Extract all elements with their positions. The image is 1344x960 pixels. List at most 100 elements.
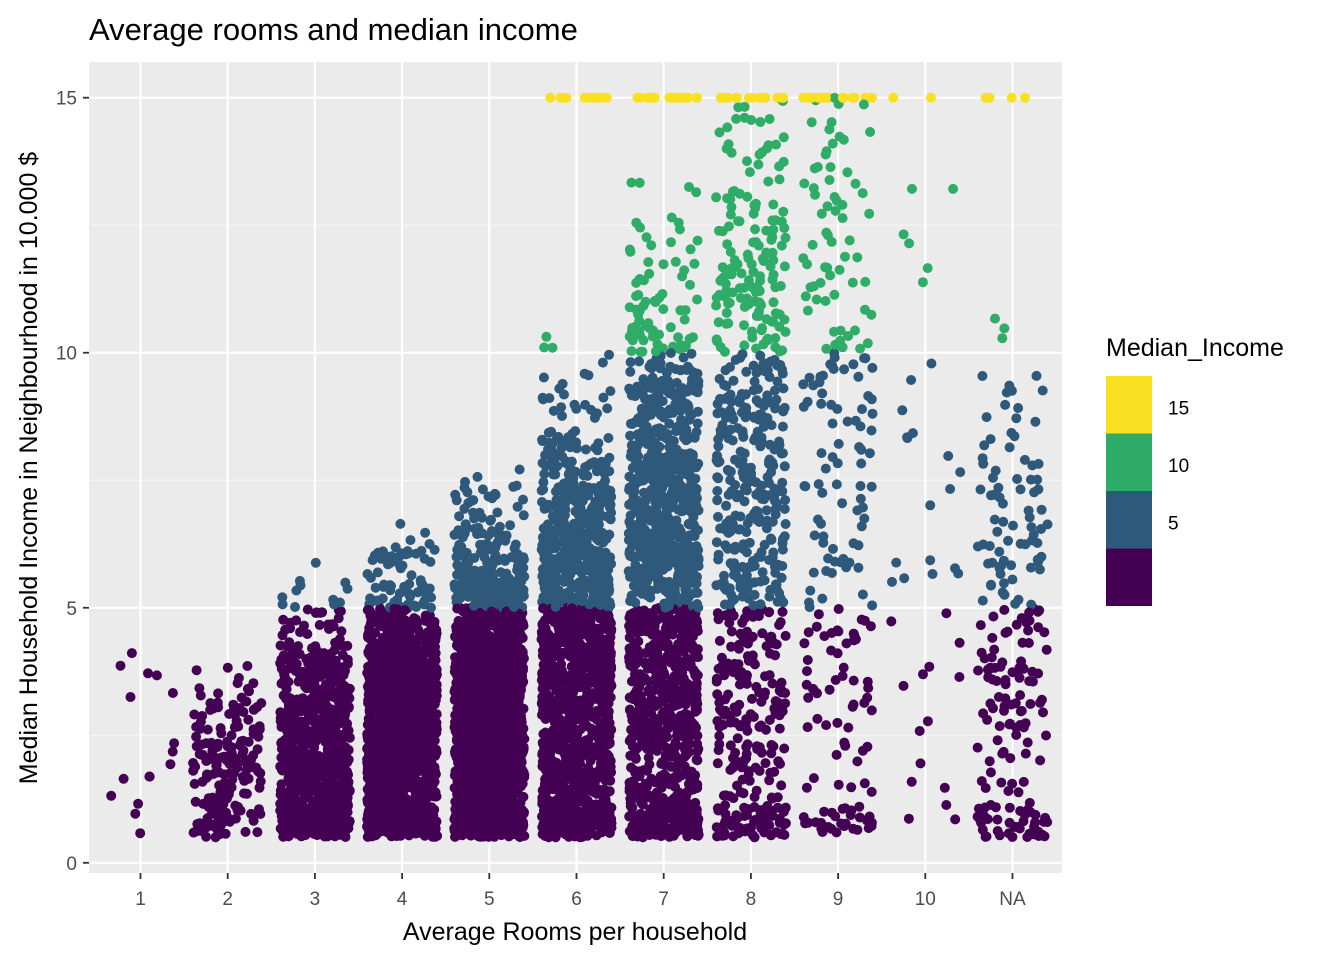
- data-point: [378, 581, 389, 592]
- data-point: [363, 746, 374, 757]
- data-point: [472, 671, 483, 681]
- data-point: [224, 758, 235, 769]
- data-point: [424, 739, 435, 750]
- data-point: [431, 717, 442, 728]
- data-point: [488, 587, 499, 598]
- data-point: [364, 767, 375, 778]
- data-point: [396, 619, 407, 630]
- data-point: [302, 604, 313, 615]
- data-point: [454, 826, 465, 837]
- data-point: [165, 759, 176, 770]
- data-point: [420, 588, 431, 599]
- data-point: [459, 795, 470, 806]
- data-point: [379, 679, 390, 689]
- data-point: [415, 801, 425, 812]
- data-point: [315, 754, 326, 765]
- data-point: [302, 772, 313, 783]
- data-point: [458, 606, 469, 617]
- data-point: [460, 692, 471, 703]
- data-point: [455, 759, 466, 770]
- data-point: [392, 594, 403, 605]
- data-point: [325, 649, 335, 660]
- data-point: [598, 392, 609, 403]
- data-point: [169, 738, 180, 749]
- data-point: [288, 805, 299, 816]
- data-point: [125, 692, 136, 702]
- data-point: [588, 92, 599, 103]
- data-point: [500, 594, 511, 605]
- data-point: [450, 804, 461, 815]
- data-point: [403, 715, 414, 726]
- data-point: [282, 787, 293, 798]
- data-point: [233, 721, 244, 732]
- data-point: [454, 680, 465, 691]
- data-point: [291, 766, 302, 777]
- data-point: [367, 679, 378, 690]
- data-point: [481, 618, 492, 629]
- data-point: [406, 661, 417, 672]
- data-point: [371, 648, 382, 659]
- data-point: [399, 741, 409, 752]
- data-point: [505, 520, 516, 531]
- data-point: [450, 583, 461, 593]
- data-point: [460, 772, 471, 783]
- data-point: [295, 666, 306, 677]
- data-point: [485, 515, 496, 526]
- data-point: [405, 591, 415, 602]
- data-point: [478, 821, 489, 832]
- data-point: [380, 749, 391, 760]
- data-point: [202, 724, 213, 735]
- data-point: [205, 705, 216, 715]
- data-point: [284, 750, 295, 761]
- data-point: [481, 700, 492, 711]
- data-point: [213, 738, 223, 749]
- data-point: [496, 751, 507, 762]
- data-point: [190, 796, 201, 807]
- data-point: [367, 555, 378, 566]
- data-point: [495, 769, 506, 780]
- data-point: [484, 805, 495, 816]
- data-point: [255, 768, 266, 779]
- data-point: [490, 542, 501, 553]
- data-point: [455, 661, 466, 671]
- data-point: [222, 662, 233, 673]
- data-point: [462, 730, 472, 741]
- data-point: [508, 720, 519, 731]
- data-point: [279, 737, 290, 748]
- data-point: [518, 808, 529, 819]
- data-point: [255, 776, 266, 787]
- data-point: [453, 783, 464, 794]
- data-point: [133, 798, 144, 809]
- data-point: [334, 677, 345, 688]
- chart-title: Average rooms and median income: [89, 12, 578, 47]
- data-point: [391, 829, 401, 840]
- data-point: [538, 477, 549, 488]
- data-point: [421, 665, 432, 676]
- data-point: [290, 602, 300, 612]
- data-point: [324, 737, 335, 748]
- data-point: [310, 724, 320, 735]
- data-point: [427, 828, 437, 839]
- data-point: [465, 758, 475, 769]
- data-point: [332, 741, 343, 752]
- data-point: [281, 684, 292, 695]
- data-point: [481, 746, 492, 757]
- data-point: [507, 620, 518, 631]
- data-point: [545, 92, 556, 103]
- data-point: [456, 621, 467, 632]
- data-point: [518, 703, 529, 714]
- data-point: [192, 819, 203, 829]
- data-point: [311, 692, 322, 703]
- data-point: [342, 658, 353, 669]
- data-point: [460, 476, 470, 487]
- data-point: [424, 763, 435, 774]
- data-point: [460, 816, 471, 827]
- data-point: [106, 790, 117, 801]
- data-point: [477, 784, 488, 795]
- data-point: [517, 664, 528, 675]
- data-point: [284, 830, 295, 841]
- data-point: [167, 746, 178, 757]
- data-point: [372, 723, 383, 733]
- data-point: [483, 737, 494, 748]
